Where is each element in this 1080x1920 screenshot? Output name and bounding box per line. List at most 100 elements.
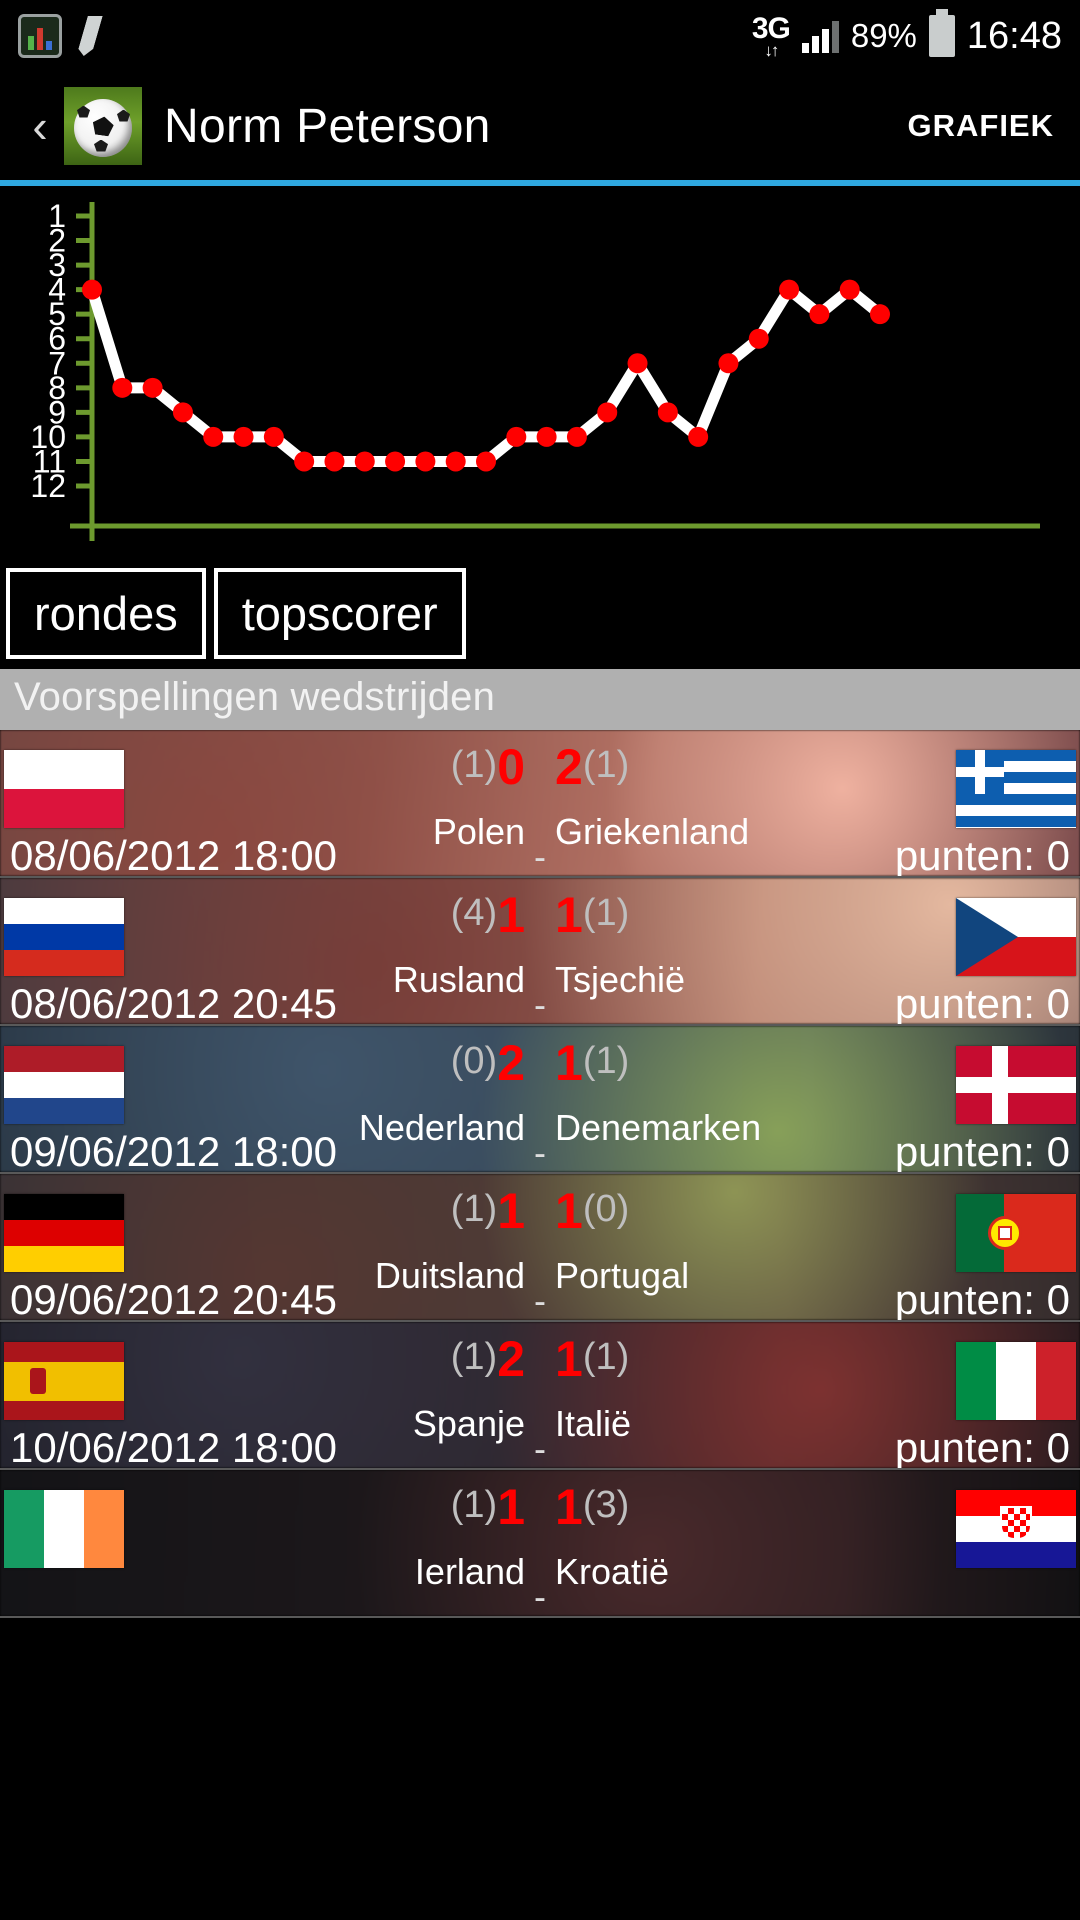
home-prediction: (1) (450, 1484, 498, 1526)
match-list: (1) 0 2 (1) Polen - Griekenland 08/06/2012 18:0… (0, 730, 1080, 1618)
rondes-button[interactable]: rondes (6, 568, 206, 659)
score-line: (1) 0 2 (1) (0, 742, 1080, 792)
match-points: punten: 0 (894, 832, 1070, 878)
team-name-line: Ierland - Kroatië (0, 1551, 1080, 1617)
away-flag-portugal-flag (956, 1194, 1076, 1272)
away-team-name: Kroatië (555, 1551, 670, 1592)
topscorer-button[interactable]: topscorer (213, 568, 466, 659)
match-background-image (0, 730, 1080, 876)
team-name-line: Duitsland - Portugal (0, 1255, 1080, 1321)
svg-text:10: 10 (30, 419, 66, 455)
match-background-image (0, 1322, 1080, 1468)
svg-text:1: 1 (48, 198, 66, 234)
away-goals: 1 (555, 1479, 583, 1535)
svg-text:7: 7 (48, 345, 66, 381)
status-clock: 16:48 (966, 14, 1062, 57)
match-background-image (0, 1026, 1080, 1172)
back-icon[interactable]: ‹ (32, 100, 48, 152)
data-arrows-icon: ↓↑ (764, 40, 779, 60)
score-separator: - (534, 1280, 546, 1321)
status-system-icons: 3G ↓↑ 89% 16:48 (751, 9, 1062, 60)
away-prediction: (3) (582, 1484, 630, 1526)
away-team-name: Portugal (555, 1255, 690, 1296)
home-flag-netherlands-flag (4, 1046, 124, 1124)
score-separator: - (534, 984, 546, 1025)
match-meta-line: 09/06/2012 18:00 punten: 0 (0, 1128, 1080, 1174)
away-goals: 1 (555, 1183, 583, 1239)
score-line: (4) 1 1 (1) (0, 890, 1080, 940)
match-meta-line: 08/06/2012 20:45 punten: 0 (0, 980, 1080, 1026)
action-bar: ‹ Norm Peterson GRAFIEK (0, 72, 1080, 180)
svg-text:12: 12 (30, 468, 66, 504)
tab-grafiek[interactable]: GRAFIEK (907, 108, 1054, 143)
rank-chart[interactable]: 1 2 3 4 5 6 7 8 9 10 11 12 (0, 186, 1080, 556)
away-goals: 2 (555, 739, 583, 795)
battery-icon (928, 9, 955, 57)
away-prediction: (1) (582, 1336, 630, 1378)
away-team-name: Tsjechië (555, 959, 686, 1000)
match-meta-line: 09/06/2012 20:45 punten: 0 (0, 1276, 1080, 1322)
home-prediction: (1) (450, 1336, 498, 1378)
away-flag-italy-flag (956, 1342, 1076, 1420)
signal-icon (801, 19, 839, 53)
score-separator: - (534, 836, 546, 877)
battery-percent: 89% (850, 17, 917, 54)
home-goals: 1 (497, 887, 525, 943)
status-bar: 3G ↓↑ 89% 16:48 (0, 0, 1080, 72)
team-name-line: Nederland - Denemarken (0, 1107, 1080, 1173)
match-row[interactable]: (1) 2 1 (1) Spanje - Italië 10/06/2012 18:00 pun… (0, 1322, 1080, 1470)
home-flag-spain-flag (4, 1342, 124, 1420)
away-team-name: Denemarken (555, 1107, 762, 1148)
home-prediction: (0) (450, 1040, 498, 1082)
match-meta-line: 10/06/2012 18:00 punten: 0 (0, 1424, 1080, 1470)
svg-text:11: 11 (33, 443, 66, 479)
score-separator: - (534, 1576, 546, 1617)
match-datetime: 09/06/2012 18:00 (10, 1128, 337, 1174)
home-team-name: Rusland (392, 959, 525, 1000)
home-team-name: Polen (432, 811, 525, 852)
away-prediction: (1) (582, 1040, 630, 1082)
score-line: (1) 1 1 (0) (0, 1186, 1080, 1236)
match-row[interactable]: (1) 1 1 (0) Duitsland - Portugal 09/06/2012 20:… (0, 1174, 1080, 1322)
avatar[interactable] (64, 87, 142, 165)
home-flag-poland-flag (4, 750, 124, 828)
team-name-line: Spanje - Italië (0, 1403, 1080, 1469)
match-points: punten: 0 (894, 980, 1070, 1026)
home-goals: 2 (497, 1035, 525, 1091)
away-prediction: (1) (582, 744, 630, 786)
away-team-name: Griekenland (555, 811, 750, 852)
away-flag-greece-flag (956, 750, 1076, 828)
stats-icon (18, 14, 62, 58)
home-team-name: Nederland (358, 1107, 525, 1148)
pen-icon (76, 14, 106, 58)
away-prediction: (1) (582, 892, 630, 934)
score-separator: - (534, 1428, 546, 1469)
home-team-name: Spanje (412, 1403, 525, 1444)
match-datetime: 10/06/2012 18:00 (10, 1424, 337, 1470)
network-label: 3G (751, 11, 791, 45)
match-points: punten: 0 (894, 1128, 1070, 1174)
svg-text:8: 8 (48, 370, 66, 406)
match-background-image (0, 1470, 1080, 1616)
match-background-image (0, 878, 1080, 1024)
home-flag-ireland-flag (4, 1490, 124, 1568)
svg-text:5: 5 (48, 296, 66, 332)
match-row[interactable]: (1) 0 2 (1) Polen - Griekenland 08/06/2012 18:0… (0, 730, 1080, 878)
match-datetime: 09/06/2012 20:45 (10, 1276, 337, 1322)
home-goals: 2 (497, 1331, 525, 1387)
home-prediction: (1) (450, 744, 498, 786)
score-line: (1) 1 1 (3) (0, 1482, 1080, 1532)
score-line: (0) 2 1 (1) (0, 1038, 1080, 1088)
match-row[interactable]: (0) 2 1 (1) Nederland - Denemarken 09/06/2012 1… (0, 1026, 1080, 1174)
match-row[interactable]: (4) 1 1 (1) Rusland - Tsjechië 08/06/2012 20:45… (0, 878, 1080, 1026)
section-header-voorspellingen: Voorspellingen wedstrijden (0, 669, 1080, 730)
match-background-image (0, 1174, 1080, 1320)
network-type-icon: 3G ↓↑ (751, 11, 791, 60)
away-flag-croatia-flag (956, 1490, 1076, 1568)
match-row[interactable]: (1) 1 1 (3) Ierland - Kroatië (0, 1470, 1080, 1618)
home-team-name: Ierland (414, 1551, 525, 1592)
away-flag-denmark-flag (956, 1046, 1076, 1124)
away-flag-czech-republic-flag (956, 898, 1076, 976)
chart-toggle-buttons: rondes topscorer (0, 556, 1080, 669)
home-team-name: Duitsland (374, 1255, 525, 1296)
